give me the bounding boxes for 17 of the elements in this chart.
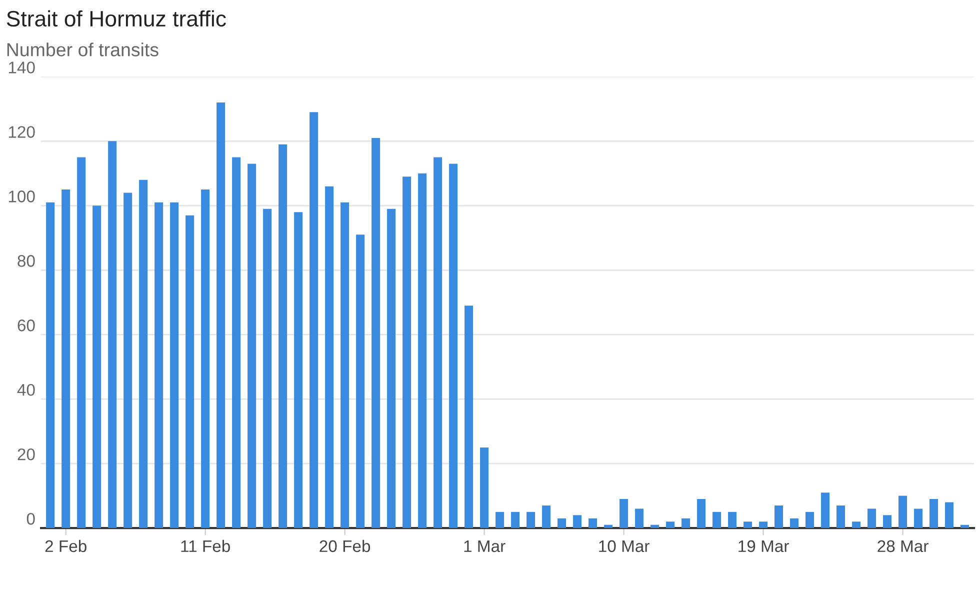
y-tick-label: 120 <box>8 126 35 138</box>
x-tick-label: 11 Feb <box>181 540 230 552</box>
y-tick-label: 100 <box>8 190 35 202</box>
x-tick-label: 10 Mar <box>599 540 650 552</box>
x-tick-label: 19 Mar <box>738 540 789 552</box>
y-tick-label: 140 <box>8 62 35 74</box>
x-tick-label: 20 Feb <box>320 540 370 552</box>
chart-title: Strait of Hormuz traffic <box>6 10 226 27</box>
x-tick-label: 28 Mar <box>878 540 928 552</box>
y-tick-label: 80 <box>18 255 35 267</box>
y-tick-label: 20 <box>18 448 35 460</box>
y-tick-label: 0 <box>26 512 35 525</box>
y-tick-label: 60 <box>18 320 35 332</box>
y-tick-label: 40 <box>17 384 35 396</box>
y-axis-title: Number of transits <box>7 42 158 56</box>
x-tick-label: 1 Mar <box>464 540 506 552</box>
x-tick-label: 2 Feb <box>45 540 86 552</box>
